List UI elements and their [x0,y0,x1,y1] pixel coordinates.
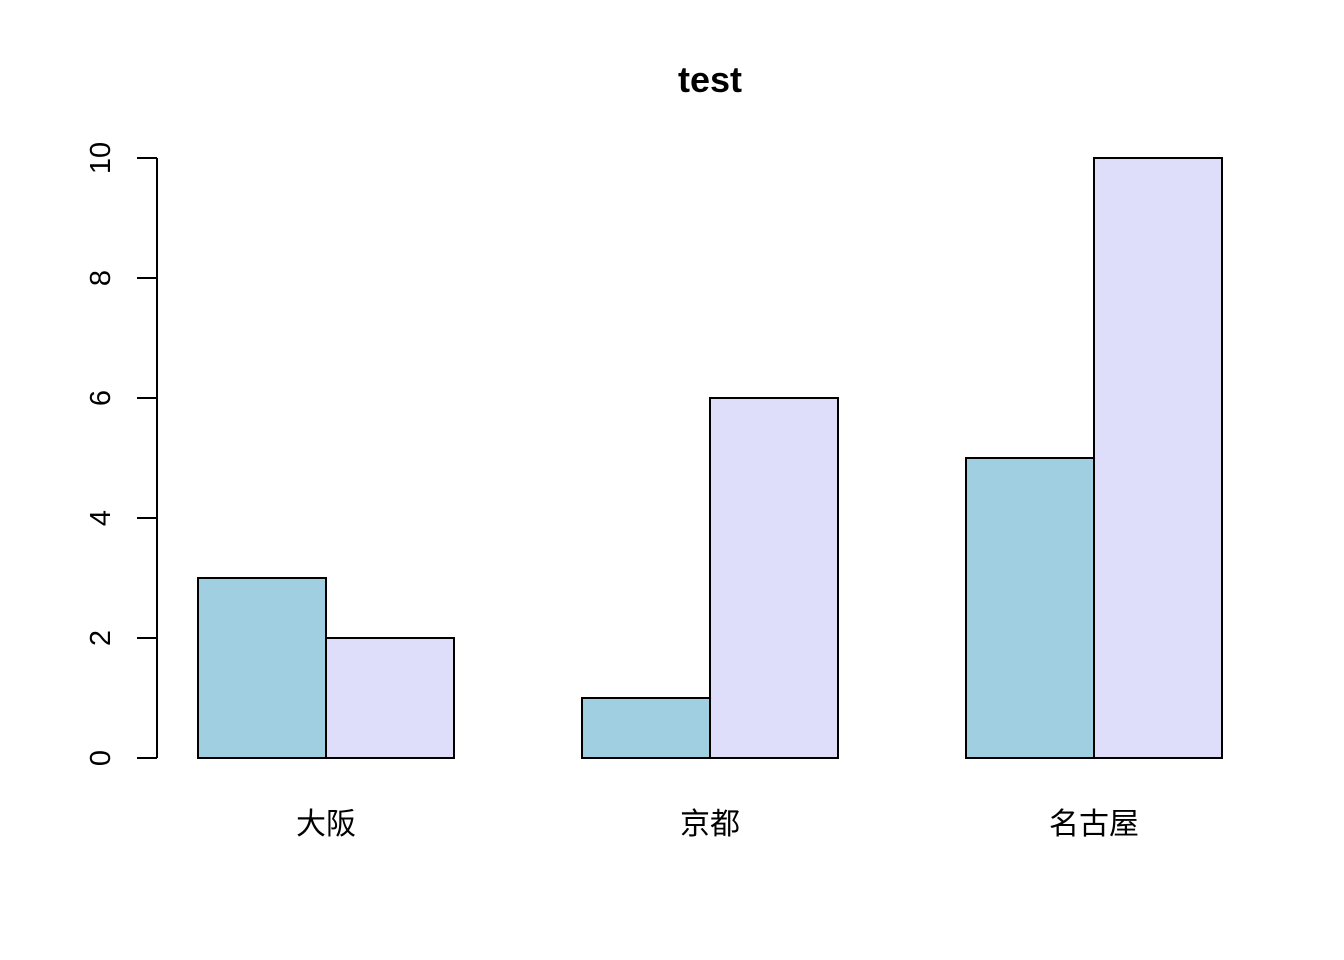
x-tick-label: 大阪 [296,808,356,841]
chart-title: test [678,59,742,100]
x-tick-label: 京都 [680,808,740,841]
bar-2-series-1 [1093,157,1223,759]
y-tick-label: 4 [85,510,117,526]
y-tick-label: 0 [85,750,117,766]
bar-1-series-0 [581,697,711,759]
x-axis-labels: 大阪 京都 名古屋 [296,808,1139,841]
y-tick-label: 6 [85,390,117,406]
bars [197,157,1223,759]
x-tick-label: 名古屋 [1049,808,1139,841]
bar-0-series-1 [325,637,455,759]
y-axis: 0 2 4 6 8 10 [85,142,158,766]
bar-1-series-1 [709,397,839,759]
y-tick-label: 8 [85,270,117,286]
y-tick-label: 10 [85,142,117,174]
bar-0-series-0 [197,577,327,759]
y-tick-label: 2 [85,630,117,646]
bar-2-series-0 [965,457,1095,759]
